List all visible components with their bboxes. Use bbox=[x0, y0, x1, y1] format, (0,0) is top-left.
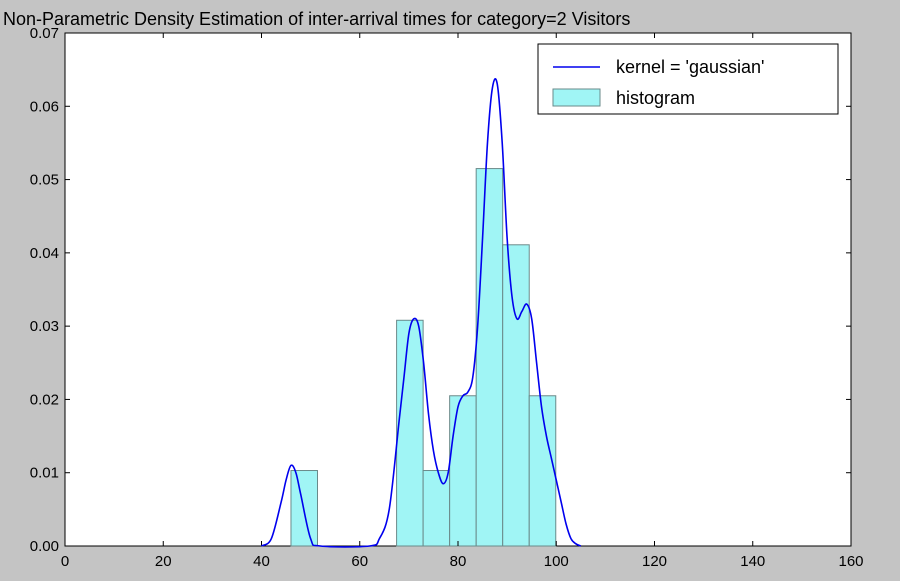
x-tick-label: 60 bbox=[351, 553, 368, 570]
axis-ticks bbox=[64, 32, 852, 547]
histogram-bar bbox=[396, 319, 424, 547]
y-tick-label: 0.02 bbox=[30, 391, 59, 408]
legend: kernel = 'gaussian' histogram bbox=[537, 43, 839, 115]
x-tick-labels: 0 20 40 60 80 100 120 140 160 bbox=[61, 553, 864, 570]
x-tick-label: 20 bbox=[155, 553, 172, 570]
legend-label-kernel: kernel = 'gaussian' bbox=[616, 57, 764, 77]
x-tick-label: 0 bbox=[61, 553, 69, 570]
chart-title: Non-Parametric Density Estimation of int… bbox=[3, 9, 630, 29]
histogram-bar bbox=[528, 395, 557, 547]
x-tick-label: 40 bbox=[253, 553, 270, 570]
y-tick-label: 0.05 bbox=[30, 172, 59, 189]
histogram-bar bbox=[475, 168, 504, 547]
y-tick-label: 0.01 bbox=[30, 465, 59, 482]
histogram-bars bbox=[290, 168, 557, 547]
legend-label-histogram: histogram bbox=[616, 88, 695, 108]
histogram-bar bbox=[449, 395, 477, 547]
y-tick-label: 0.04 bbox=[30, 245, 59, 262]
legend-histogram-swatch bbox=[552, 88, 601, 107]
x-tick-label: 140 bbox=[740, 553, 765, 570]
y-tick-label: 0.06 bbox=[30, 98, 59, 115]
y-tick-label: 0.07 bbox=[30, 25, 59, 42]
histogram-bar bbox=[502, 244, 530, 547]
x-tick-label: 120 bbox=[642, 553, 667, 570]
x-tick-label: 80 bbox=[450, 553, 467, 570]
x-tick-label: 160 bbox=[838, 553, 863, 570]
x-tick-label: 100 bbox=[544, 553, 569, 570]
y-tick-labels: 0.00 0.01 0.02 0.03 0.04 0.05 0.06 0.07 bbox=[30, 25, 59, 555]
y-tick-label: 0.00 bbox=[30, 538, 59, 555]
y-tick-label: 0.03 bbox=[30, 318, 59, 335]
kde-line bbox=[261, 78, 582, 548]
